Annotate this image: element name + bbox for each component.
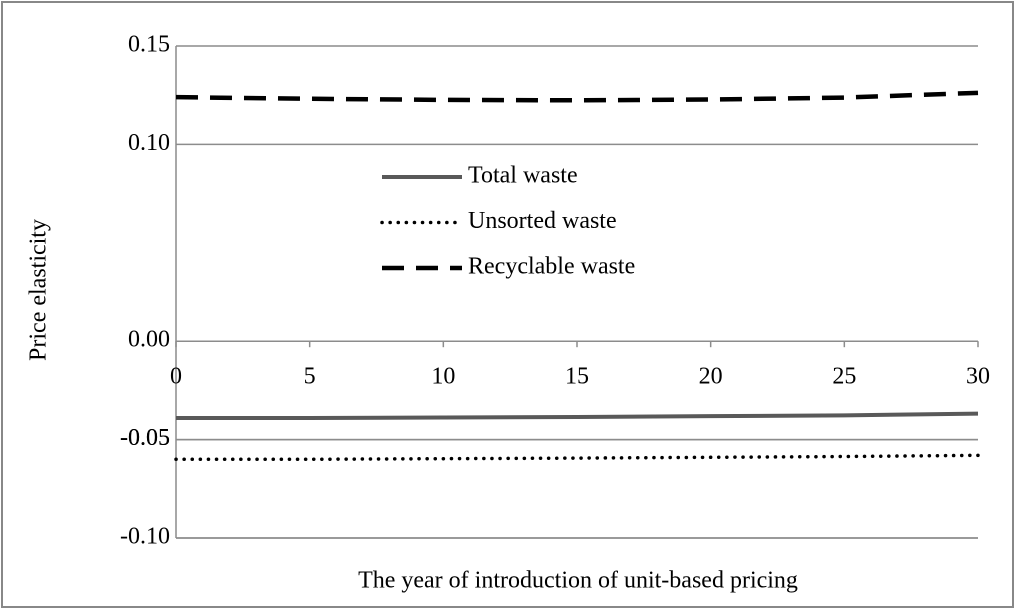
legend-label: Unsorted waste xyxy=(468,208,617,234)
y-tick-label: -0.10 xyxy=(120,524,170,550)
x-tick-label: 5 xyxy=(304,364,316,390)
x-tick-label: 25 xyxy=(832,364,856,390)
legend-label: Recyclable waste xyxy=(468,254,635,280)
legend-label: Total waste xyxy=(468,163,578,189)
series-line xyxy=(176,411,979,420)
y-axis-title: Price elasticity xyxy=(26,219,52,361)
y-tick-label: -0.05 xyxy=(120,425,170,451)
x-tick-label: 10 xyxy=(431,364,455,390)
y-tick-label: -0.05 xyxy=(120,425,170,451)
y-tick-label: 0.00 xyxy=(128,327,170,353)
y-tick-label: 0.15 xyxy=(128,32,170,58)
x-tick-label: 0 xyxy=(170,364,182,390)
y-tick-label: 0.10 xyxy=(128,130,170,156)
x-tick-label: 15 xyxy=(565,364,589,390)
x-tick-label: 30 xyxy=(966,364,990,390)
x-axis-title: The year of introduction of unit-based p… xyxy=(358,568,798,594)
x-tick-label: 20 xyxy=(699,364,723,390)
